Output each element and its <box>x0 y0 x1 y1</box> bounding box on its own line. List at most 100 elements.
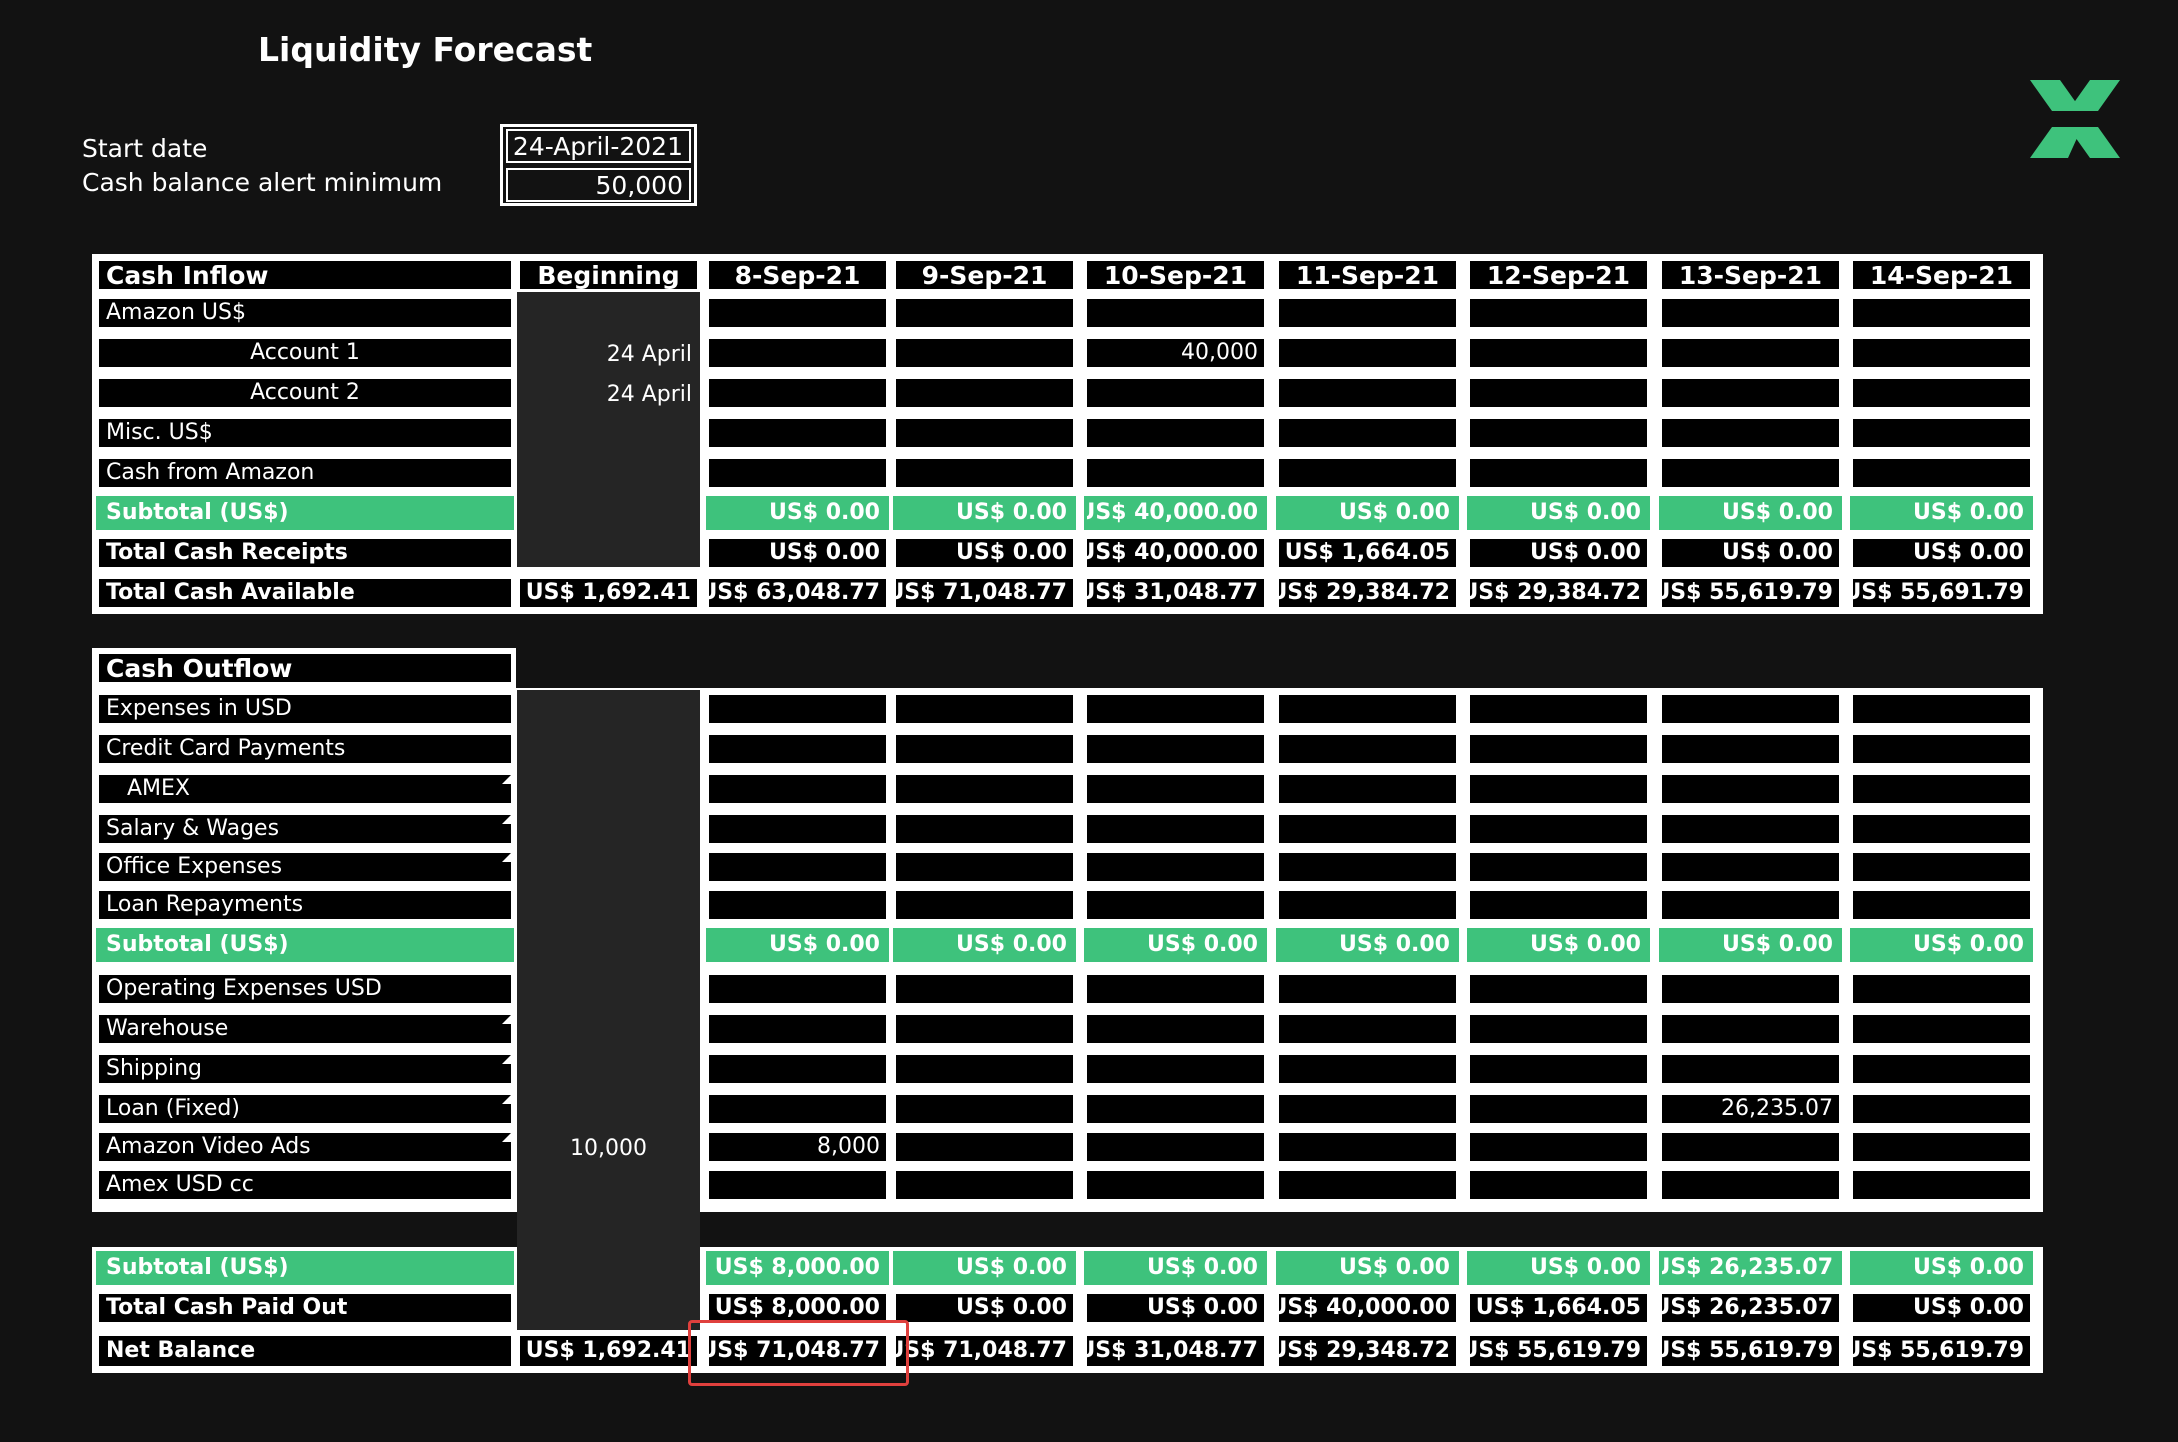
outflow-value-cell[interactable] <box>1850 692 2033 726</box>
total-cash-paid-out-cell[interactable]: US$ 1,664.05 <box>1467 1291 1650 1325</box>
outflow-value-cell[interactable] <box>1276 732 1459 766</box>
outflow-subtotal-cell[interactable]: US$ 0.00 <box>1084 928 1267 962</box>
outflow-value-cell[interactable] <box>1276 1092 1459 1126</box>
net-balance-cell[interactable]: US$ 55,619.79 <box>1850 1333 2033 1369</box>
outflow-value-cell[interactable] <box>706 972 889 1006</box>
inflow-value-cell[interactable] <box>1084 416 1267 450</box>
outflow-value-cell[interactable] <box>1850 1130 2033 1164</box>
inflow-value-cell[interactable] <box>706 456 889 490</box>
inflow-subtotal-cell[interactable]: US$ 0.00 <box>1850 496 2033 530</box>
outflow-value-cell[interactable] <box>1850 732 2033 766</box>
inflow-value-cell[interactable] <box>1276 296 1459 330</box>
outflow-value-cell[interactable] <box>1084 772 1267 806</box>
alert-minimum-input[interactable]: 50,000 <box>506 168 691 202</box>
outflow-value-cell[interactable] <box>1467 812 1650 846</box>
outflow-value-cell[interactable] <box>1659 732 1842 766</box>
inflow-value-cell[interactable] <box>1084 376 1267 410</box>
inflow-value-cell[interactable] <box>706 416 889 450</box>
outflow-subtotal-2-cell[interactable]: US$ 0.00 <box>893 1251 1076 1285</box>
start-date-input[interactable]: 24-April-2021 <box>506 129 691 163</box>
inflow-value-cell[interactable] <box>1276 456 1459 490</box>
inflow-value-cell[interactable] <box>893 336 1076 370</box>
outflow-value-cell[interactable] <box>1659 1168 1842 1202</box>
outflow-value-cell[interactable] <box>1659 1012 1842 1046</box>
outflow-value-cell[interactable] <box>893 732 1076 766</box>
inflow-value-cell[interactable] <box>893 376 1076 410</box>
inflow-value-cell[interactable] <box>1467 376 1650 410</box>
outflow-value-cell[interactable] <box>1467 888 1650 922</box>
outflow-value-cell[interactable] <box>1850 1168 2033 1202</box>
outflow-value-cell[interactable] <box>893 972 1076 1006</box>
outflow-subtotal-cell[interactable]: US$ 0.00 <box>1276 928 1459 962</box>
outflow-value-cell[interactable] <box>1276 888 1459 922</box>
outflow-value-cell[interactable] <box>1467 1012 1650 1046</box>
outflow-value-cell[interactable] <box>893 1130 1076 1164</box>
outflow-value-cell[interactable] <box>1467 972 1650 1006</box>
outflow-value-cell[interactable] <box>1467 1092 1650 1126</box>
outflow-value-cell[interactable] <box>706 1092 889 1126</box>
net-balance-cell[interactable]: US$ 55,619.79 <box>1467 1333 1650 1369</box>
inflow-value-cell[interactable] <box>706 336 889 370</box>
inflow-value-cell[interactable]: 40,000 <box>1084 336 1267 370</box>
total-cash-available-cell[interactable]: -US$ 55,691.79 <box>1850 576 2033 610</box>
outflow-value-cell[interactable] <box>1276 972 1459 1006</box>
outflow-value-cell[interactable] <box>1467 1168 1650 1202</box>
inflow-value-cell[interactable] <box>1659 456 1842 490</box>
outflow-value-cell[interactable] <box>893 1052 1076 1086</box>
outflow-value-cell[interactable]: 8,000 <box>706 1130 889 1164</box>
inflow-value-cell[interactable] <box>1659 296 1842 330</box>
total-cash-paid-out-cell[interactable]: US$ 0.00 <box>893 1291 1076 1325</box>
outflow-value-cell[interactable]: 26,235.07 <box>1659 1092 1842 1126</box>
outflow-value-cell[interactable] <box>1084 888 1267 922</box>
outflow-value-cell[interactable] <box>1659 772 1842 806</box>
outflow-value-cell[interactable] <box>1467 772 1650 806</box>
outflow-value-cell[interactable] <box>893 1012 1076 1046</box>
outflow-value-cell[interactable] <box>1084 1052 1267 1086</box>
outflow-value-cell[interactable] <box>1850 972 2033 1006</box>
outflow-value-cell[interactable] <box>1084 1130 1267 1164</box>
outflow-value-cell[interactable] <box>706 692 889 726</box>
inflow-value-cell[interactable] <box>1467 416 1650 450</box>
inflow-subtotal-cell[interactable]: US$ 0.00 <box>706 496 889 530</box>
outflow-value-cell[interactable] <box>893 692 1076 726</box>
outflow-value-cell[interactable] <box>1084 850 1267 884</box>
outflow-value-cell[interactable] <box>1084 812 1267 846</box>
net-balance-cell[interactable]: -US$ 31,048.77 <box>1084 1333 1267 1369</box>
outflow-value-cell[interactable] <box>1850 850 2033 884</box>
inflow-value-cell[interactable] <box>1276 416 1459 450</box>
outflow-subtotal-2-cell[interactable]: US$ 26,235.07 <box>1659 1251 1842 1285</box>
outflow-value-cell[interactable] <box>1467 692 1650 726</box>
outflow-value-cell[interactable] <box>1850 1052 2033 1086</box>
inflow-value-cell[interactable] <box>706 376 889 410</box>
outflow-value-cell[interactable] <box>706 772 889 806</box>
inflow-subtotal-cell[interactable]: US$ 40,000.00 <box>1084 496 1267 530</box>
inflow-value-cell[interactable] <box>1467 456 1650 490</box>
outflow-value-cell[interactable] <box>1467 1130 1650 1164</box>
inflow-value-cell[interactable] <box>1850 296 2033 330</box>
inflow-value-cell[interactable] <box>1084 296 1267 330</box>
inflow-subtotal-cell[interactable]: US$ 0.00 <box>1467 496 1650 530</box>
outflow-value-cell[interactable] <box>1659 888 1842 922</box>
total-cash-available-beginning[interactable]: US$ 1,692.41 <box>517 576 700 610</box>
outflow-value-cell[interactable] <box>1659 850 1842 884</box>
outflow-value-cell[interactable] <box>1276 1052 1459 1086</box>
outflow-subtotal-cell[interactable]: US$ 0.00 <box>1850 928 2033 962</box>
outflow-value-cell[interactable] <box>706 812 889 846</box>
outflow-value-cell[interactable] <box>706 732 889 766</box>
outflow-subtotal-2-cell[interactable]: US$ 0.00 <box>1850 1251 2033 1285</box>
outflow-value-cell[interactable] <box>1850 1012 2033 1046</box>
inflow-value-cell[interactable] <box>893 296 1076 330</box>
outflow-value-cell[interactable] <box>1276 772 1459 806</box>
outflow-subtotal-2-cell[interactable]: US$ 0.00 <box>1276 1251 1459 1285</box>
outflow-value-cell[interactable] <box>1276 692 1459 726</box>
outflow-subtotal-2-cell[interactable]: US$ 0.00 <box>1084 1251 1267 1285</box>
net-balance-cell[interactable]: -US$ 71,048.77 <box>706 1333 889 1369</box>
outflow-value-cell[interactable] <box>1084 1168 1267 1202</box>
total-cash-receipts-cell[interactable]: US$ 40,000.00 <box>1084 536 1267 570</box>
inflow-value-cell[interactable] <box>1850 456 2033 490</box>
outflow-value-cell[interactable] <box>1084 1092 1267 1126</box>
outflow-value-cell[interactable] <box>706 888 889 922</box>
outflow-value-cell[interactable] <box>706 1052 889 1086</box>
inflow-value-cell[interactable] <box>1467 336 1650 370</box>
net-balance-cell[interactable]: -US$ 29,348.72 <box>1276 1333 1459 1369</box>
